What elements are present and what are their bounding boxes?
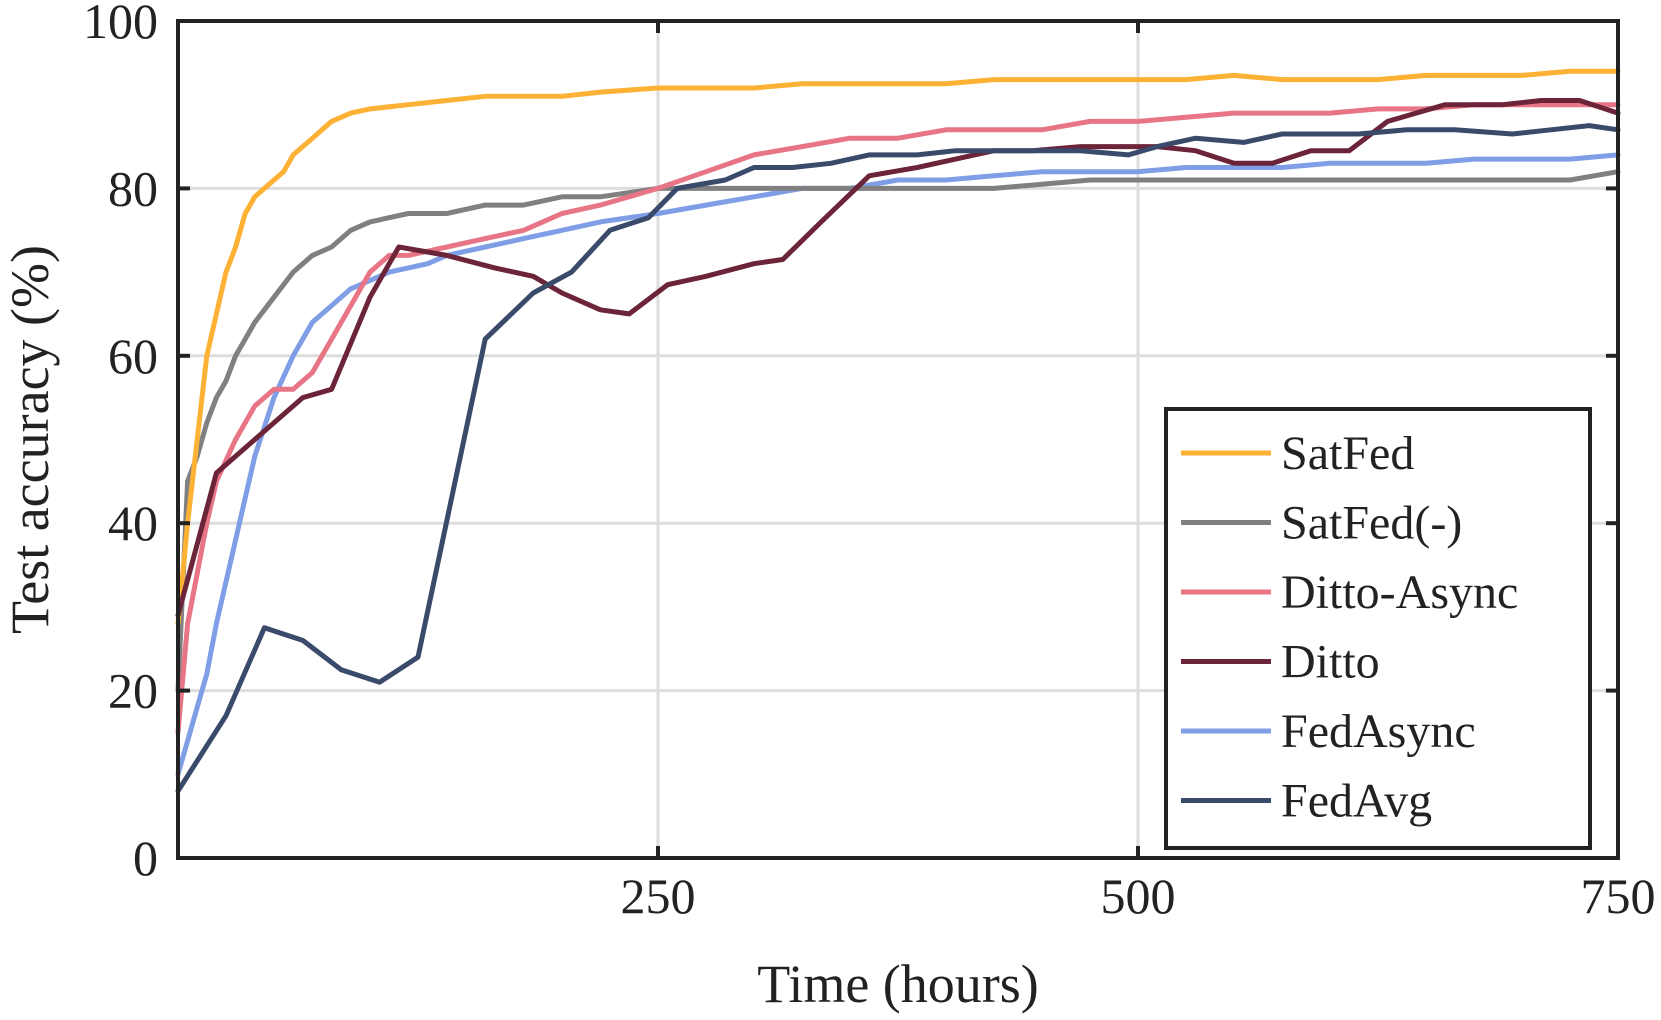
y-tick-label: 40 <box>108 495 158 551</box>
y-tick-label: 100 <box>83 0 158 49</box>
series-line-fedavg <box>175 123 1621 794</box>
y-axis-title: Test accuracy (%) <box>0 245 60 634</box>
plot-frame <box>176 19 1620 860</box>
y-tick-label: 20 <box>108 663 158 719</box>
x-tick-label: 750 <box>1581 868 1656 924</box>
x-tick-label: 500 <box>1101 868 1176 924</box>
series-line-ditto-async <box>175 102 1621 735</box>
series-line-ditto <box>175 98 1621 618</box>
legend-box <box>1164 407 1592 850</box>
legend-label: SatFed <box>1281 427 1414 480</box>
axis-ticks: 0 20 40 60 80 100 250 500 750 <box>83 0 1656 924</box>
plot-series <box>175 68 1621 794</box>
y-tick-label: 60 <box>108 328 158 384</box>
x-tick-label: 250 <box>621 868 696 924</box>
legend: SatFed SatFed(-) Ditto-Async Ditto FedAsync F… <box>1164 407 1592 850</box>
legend-label: SatFed(-) <box>1281 497 1462 550</box>
series-line-satfed <box>175 169 1621 694</box>
y-tick-label: 0 <box>133 830 158 886</box>
legend-label: FedAvg <box>1281 775 1432 828</box>
y-tick-label: 80 <box>108 160 158 216</box>
series-line-satfed <box>175 68 1621 627</box>
legend-label: Ditto <box>1281 636 1380 689</box>
legend-label: FedAsync <box>1281 705 1476 758</box>
x-axis-title: Time (hours) <box>757 954 1039 1014</box>
legend-label: Ditto-Async <box>1281 566 1518 619</box>
